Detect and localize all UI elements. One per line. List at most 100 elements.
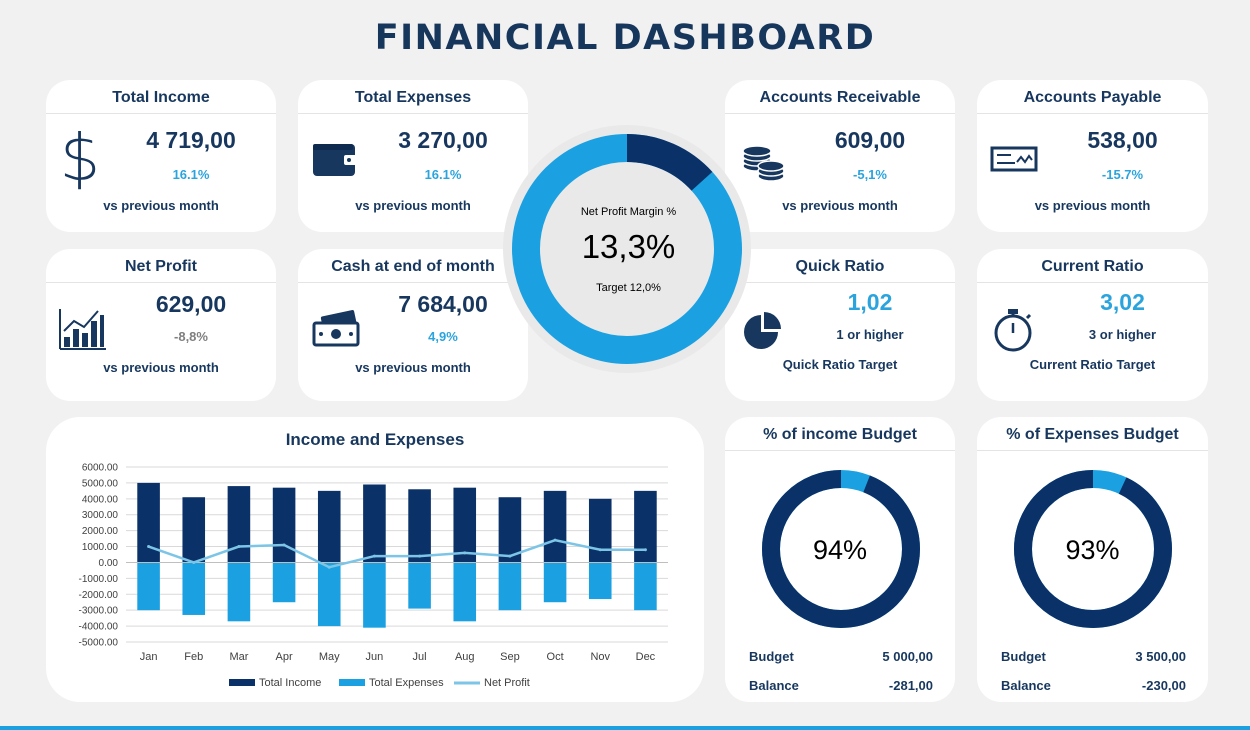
divider [298,113,528,114]
divider [977,113,1208,114]
card-title: % of income Budget [763,426,917,443]
bottom-accent-bar [0,726,1250,730]
expense-bar [543,562,567,603]
kpi-value: 629,00 [155,291,227,317]
card-title: % of Expenses Budget [1006,426,1179,443]
x-tick-label: Jul [413,651,427,663]
balance-label: Balance [1001,678,1051,693]
legend-swatch-total-expenses [339,679,365,686]
y-tick-label: 4000.00 [82,494,119,505]
net-profit-point [643,548,647,552]
divider [725,282,955,283]
balance-label: Balance [749,678,799,693]
expense-bar [272,562,296,603]
legend-swatch-total-income [229,679,255,686]
kpi-change: -5,1% [853,167,887,182]
income-bar [317,490,341,563]
y-tick-label: -3000.00 [79,606,119,617]
divider [977,282,1208,283]
income-expenses-chart-card: Income and Expenses 6000.00 5000.00 4000.0… [46,417,704,702]
kpi-change: 16.1% [172,167,210,182]
kpi-change: -8,8% [174,329,208,344]
wallet-icon [306,122,362,192]
quick-ratio-card: Quick Ratio 1,02 1 or higher Quick Ratio… [725,249,955,401]
check-icon [985,122,1041,192]
svg-text:$: $ [60,122,101,192]
income-bar [634,490,657,563]
divider [977,450,1208,451]
accounts-receivable-card: Accounts Receivable 609,00 -5,1% vs prev… [725,80,955,232]
balance-value: -281,00 [888,678,933,693]
income-bar [363,484,386,563]
ratio-note: Current Ratio Target [1029,357,1156,372]
income-bar [498,497,522,563]
income-bar [453,487,477,563]
card-title: Total Expenses [354,89,472,106]
expense-bar [317,562,341,627]
card-title: Accounts Receivable [759,89,921,106]
kpi-change: -15.7% [1101,167,1144,182]
kpi-note: vs previous month [103,198,219,213]
card-title: Total Income [112,89,210,106]
divider [725,113,955,114]
divider [725,450,955,451]
expenses-budget-card: % of Expenses Budget 93% Budget 3 500,00… [977,417,1208,702]
income-bar [182,497,206,563]
expense-bar [137,562,160,611]
kpi-value: 7 684,00 [398,291,488,317]
ratio-value: 3,02 [1100,289,1145,315]
y-tick-label: 6000.00 [82,463,119,474]
income-bar [272,487,296,563]
expense-bar [182,562,206,615]
net-profit-point [147,545,151,549]
current-ratio-card: Current Ratio 3,02 3 or higher Current R… [977,249,1208,401]
expenses-budget-donut [1014,470,1172,628]
net-profit-line [148,538,646,569]
budget-value: 3 500,00 [1135,649,1186,664]
expense-bar [634,562,657,611]
net-profit-point [282,543,286,547]
dashboard-title: FINANCIAL DASHBOARD [374,18,876,58]
legend-label-total-income: Total Income [259,677,321,689]
divider [46,113,276,114]
coins-icon [733,122,789,192]
total-expenses-card: Total Expenses 3 270,00 16.1% vs previou… [298,80,528,232]
net-profit-margin-target: Target 12,0% [596,282,661,294]
net-profit-point [553,538,557,542]
net-profit-point [192,560,196,564]
stopwatch-icon [985,291,1041,361]
net-profit-margin-label: Net Profit Margin % [580,206,677,218]
cash-end-month-card: Cash at end of month 7 684,00 4,9% vs pr… [298,249,528,401]
kpi-note: vs previous month [355,360,471,375]
income-budget-card: % of income Budget 94% Budget 5 000,00 B… [725,417,955,702]
budget-label: Budget [1001,649,1046,664]
card-title: Cash at end of month [331,258,495,275]
y-tick-label: 3000.00 [82,510,119,521]
x-tick-label: Apr [276,651,293,663]
y-tick-label: -2000.00 [79,590,119,601]
net-profit-margin-value: 13,3% [581,228,676,265]
divider [46,282,276,283]
income-bar [137,482,160,563]
x-tick-label: Sep [500,651,520,663]
total-income-card: Total Income $ 4 719,00 16.1% vs previou… [46,80,276,232]
budget-label: Budget [749,649,794,664]
net-profit-point [372,554,376,558]
card-title: Accounts Payable [1023,89,1162,106]
budget-percent: 93% [1065,535,1120,565]
dollar-icon: $ [54,122,110,196]
net-profit-point [598,548,602,552]
x-tick-label: Aug [455,651,475,663]
y-tick-label: 2000.00 [82,526,119,537]
bar-chart-icon [54,291,110,361]
card-title: Net Profit [125,258,197,275]
x-tick-label: Dec [636,651,656,663]
expense-bar [588,562,612,600]
kpi-value: 538,00 [1087,127,1158,153]
divider [298,282,528,283]
kpi-note: vs previous month [782,198,898,213]
expense-bar [453,562,477,622]
card-title: Quick Ratio [795,258,885,275]
kpi-note: vs previous month [355,198,471,213]
y-tick-label: -4000.00 [79,622,119,633]
